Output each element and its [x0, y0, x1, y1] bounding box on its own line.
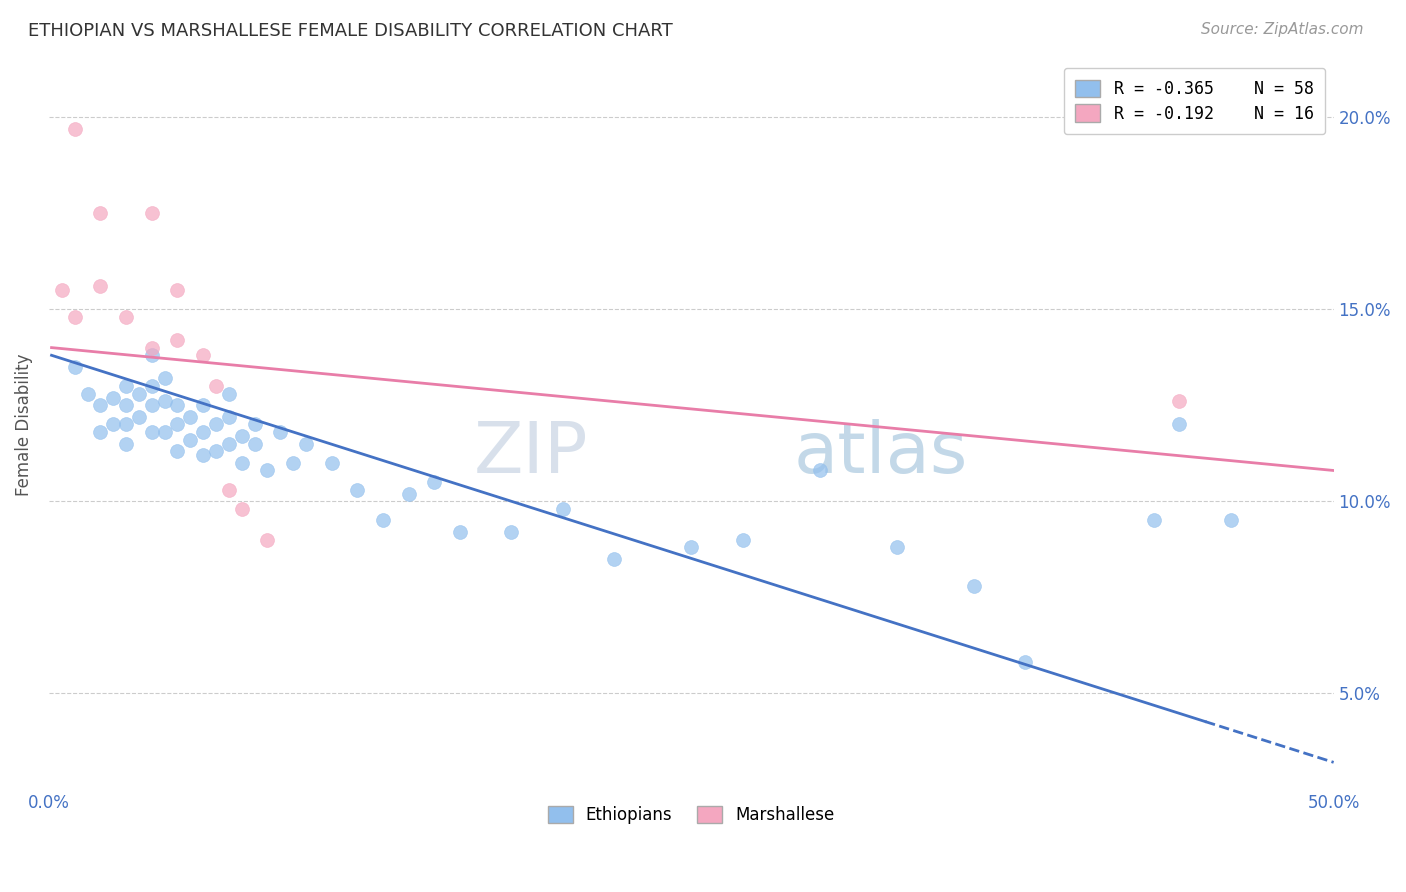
Point [89, 206, 111, 220]
Text: ZIP: ZIP [474, 419, 589, 488]
Point [166, 444, 188, 458]
Point [1219, 513, 1241, 527]
Point [231, 502, 253, 516]
Point [191, 348, 214, 362]
Point [191, 398, 214, 412]
Point [346, 483, 368, 497]
Point [103, 417, 125, 432]
Point [153, 425, 176, 439]
Y-axis label: Female Disability: Female Disability [15, 353, 32, 496]
Text: atlas: atlas [794, 419, 969, 488]
Point [103, 391, 125, 405]
Point [398, 486, 420, 500]
Point [153, 371, 176, 385]
Point [63, 121, 86, 136]
Point [128, 409, 150, 424]
Point [205, 444, 228, 458]
Point [115, 310, 138, 324]
Point [166, 283, 188, 297]
Point [166, 333, 188, 347]
Point [89, 279, 111, 293]
Point [63, 359, 86, 374]
Point [51, 283, 73, 297]
Point [205, 379, 228, 393]
Point [89, 398, 111, 412]
Point [681, 541, 703, 555]
Point [886, 541, 908, 555]
Point [218, 409, 240, 424]
Point [63, 310, 86, 324]
Point [179, 409, 201, 424]
Point [89, 425, 111, 439]
Point [128, 386, 150, 401]
Point [191, 425, 214, 439]
Point [295, 436, 318, 450]
Point [1143, 513, 1166, 527]
Point [141, 379, 163, 393]
Point [1014, 656, 1036, 670]
Point [115, 379, 138, 393]
Point [153, 394, 176, 409]
Point [501, 524, 523, 539]
Text: Source: ZipAtlas.com: Source: ZipAtlas.com [1201, 22, 1364, 37]
Point [141, 341, 163, 355]
Point [191, 448, 214, 462]
Point [231, 456, 253, 470]
Point [269, 425, 291, 439]
Point [179, 433, 201, 447]
Point [808, 463, 831, 477]
Point [731, 533, 754, 547]
Point [256, 463, 278, 477]
Text: ETHIOPIAN VS MARSHALLESE FEMALE DISABILITY CORRELATION CHART: ETHIOPIAN VS MARSHALLESE FEMALE DISABILI… [28, 22, 673, 40]
Point [423, 475, 446, 489]
Point [115, 417, 138, 432]
Point [166, 417, 188, 432]
Point [603, 551, 626, 566]
Point [166, 398, 188, 412]
Legend: Ethiopians, Marshallese: Ethiopians, Marshallese [536, 794, 846, 836]
Point [321, 456, 343, 470]
Point [256, 533, 278, 547]
Point [76, 386, 98, 401]
Point [231, 429, 253, 443]
Point [243, 436, 266, 450]
Point [1168, 394, 1191, 409]
Point [218, 483, 240, 497]
Point [141, 398, 163, 412]
Point [141, 425, 163, 439]
Point [551, 502, 574, 516]
Point [1168, 417, 1191, 432]
Point [449, 524, 471, 539]
Point [141, 348, 163, 362]
Point [115, 436, 138, 450]
Point [371, 513, 394, 527]
Point [281, 456, 304, 470]
Point [141, 206, 163, 220]
Point [218, 386, 240, 401]
Point [243, 417, 266, 432]
Point [963, 579, 986, 593]
Point [205, 417, 228, 432]
Point [218, 436, 240, 450]
Point [115, 398, 138, 412]
